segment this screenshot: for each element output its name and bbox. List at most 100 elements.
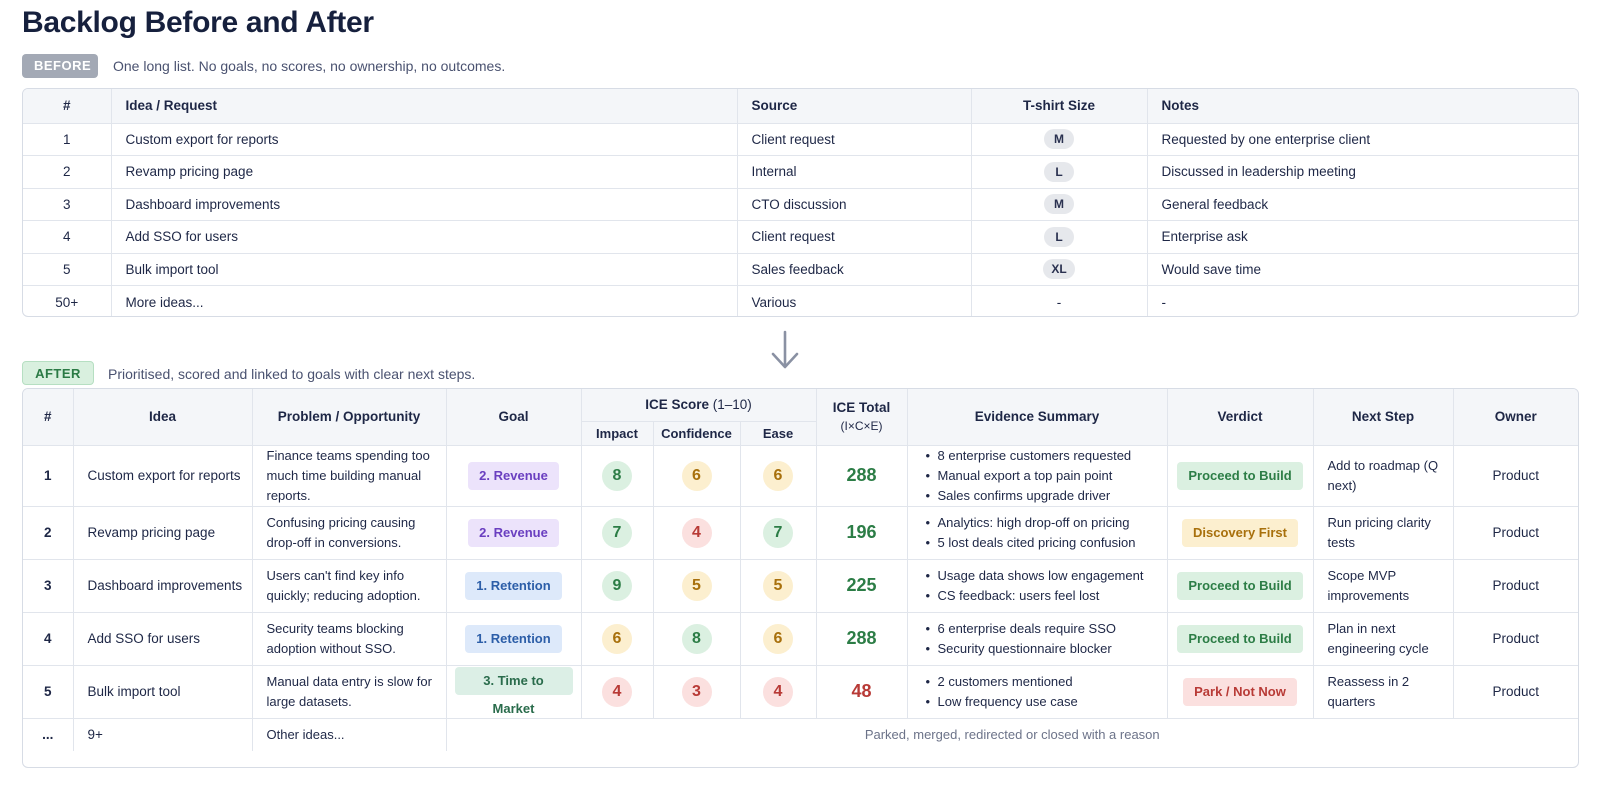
ice-score-label: ICE Score bbox=[645, 397, 709, 413]
table-row: 50+ More ideas... Various - - bbox=[23, 285, 1578, 316]
row-evidence-cell: 2 customers mentioned Low frequency use … bbox=[906, 664, 1168, 719]
after-table: # Idea Problem / Opportunity Goal ICE Sc… bbox=[23, 389, 1578, 751]
after-description: Prioritised, scored and linked to goals … bbox=[108, 366, 476, 382]
row-problem: Confusing pricing causing drop-off in co… bbox=[251, 505, 447, 560]
column-header-num: # bbox=[23, 389, 74, 446]
row-number: 3 bbox=[23, 558, 74, 613]
row-notes: Would save time bbox=[1146, 252, 1578, 286]
row-evidence-cell: 8 enterprise customers requested Manual … bbox=[906, 444, 1168, 507]
evidence-item: Security questionnaire blocker bbox=[926, 639, 1159, 659]
row-goal-cell: 2. Revenue bbox=[445, 444, 582, 507]
table-row: 5 Bulk import tool Manual data entry is … bbox=[23, 664, 1578, 719]
table-row: 3 Dashboard improvements CTO discussion … bbox=[23, 187, 1578, 221]
row-number: 2 bbox=[23, 505, 74, 560]
ice-total-label: ICE Total bbox=[832, 400, 891, 416]
row-owner: Product bbox=[1452, 444, 1578, 507]
ice-total: 48 bbox=[851, 681, 872, 701]
ice-total: 225 bbox=[846, 575, 877, 595]
column-header-problem: Problem / Opportunity bbox=[251, 389, 447, 446]
goal-badge: 1. Retention bbox=[465, 571, 562, 600]
evidence-item: 6 enterprise deals require SSO bbox=[926, 619, 1159, 639]
row-size-cell: L bbox=[970, 220, 1148, 254]
row-size-cell: M bbox=[970, 187, 1148, 221]
row-source: Various bbox=[736, 285, 972, 316]
row-goal-cell: 3. Time to Market bbox=[445, 664, 582, 719]
column-header-idea: Idea bbox=[72, 389, 253, 446]
row-total-cell: 288 bbox=[815, 444, 908, 507]
table-header-row: # Idea / Request Source T-shirt Size Not… bbox=[23, 89, 1578, 124]
before-table: # Idea / Request Source T-shirt Size Not… bbox=[23, 89, 1578, 316]
row-number: 5 bbox=[23, 252, 112, 286]
row-source: Internal bbox=[736, 155, 972, 189]
row-confidence-cell: 4 bbox=[652, 505, 741, 560]
row-number: 50+ bbox=[23, 285, 112, 316]
goal-badge: 3. Time to Market bbox=[454, 667, 573, 716]
row-verdict-cell: Proceed to Build bbox=[1166, 558, 1314, 613]
before-tag: BEFORE bbox=[22, 54, 98, 78]
row-idea: More ideas... bbox=[110, 285, 738, 316]
row-next-step: Run pricing clarity tests bbox=[1312, 505, 1454, 560]
column-header-goal: Goal bbox=[445, 389, 582, 446]
row-note: Parked, merged, redirected or closed wit… bbox=[445, 717, 1578, 751]
evidence-list: 6 enterprise deals require SSO Security … bbox=[916, 619, 1159, 659]
row-owner: Product bbox=[1452, 505, 1578, 560]
row-idea: Custom export for reports bbox=[72, 444, 253, 507]
row-owner: Product bbox=[1452, 611, 1578, 666]
goal-badge: 2. Revenue bbox=[468, 518, 559, 547]
row-problem: Manual data entry is slow for large data… bbox=[251, 664, 447, 719]
row-number: 4 bbox=[23, 611, 74, 666]
table-row: 3 Dashboard improvements Users can't fin… bbox=[23, 558, 1578, 613]
row-goal-cell: 1. Retention bbox=[445, 611, 582, 666]
verdict-badge: Proceed to Build bbox=[1177, 461, 1303, 490]
column-header-notes: Notes bbox=[1146, 89, 1578, 124]
table-row: 1 Custom export for reports Client reque… bbox=[23, 122, 1578, 156]
size-badge: M bbox=[1044, 129, 1074, 150]
row-impact-cell: 7 bbox=[580, 505, 654, 560]
row-total-cell: 225 bbox=[815, 558, 908, 613]
row-goal-cell: 1. Retention bbox=[445, 558, 582, 613]
row-source: CTO discussion bbox=[736, 187, 972, 221]
row-idea: 9+ bbox=[72, 717, 253, 751]
row-idea: Dashboard improvements bbox=[110, 187, 738, 221]
row-next-step: Add to roadmap (Q next) bbox=[1312, 444, 1454, 507]
verdict-badge: Proceed to Build bbox=[1177, 624, 1303, 653]
column-header-num: # bbox=[23, 89, 112, 124]
ice-total: 196 bbox=[846, 522, 877, 542]
before-description: One long list. No goals, no scores, no o… bbox=[113, 58, 506, 74]
row-notes: General feedback bbox=[1146, 187, 1578, 221]
row-evidence-cell: Analytics: high drop-off on pricing 5 lo… bbox=[906, 505, 1168, 560]
row-ease-cell: 5 bbox=[739, 558, 817, 613]
row-evidence-cell: 6 enterprise deals require SSO Security … bbox=[906, 611, 1168, 666]
confidence-score: 5 bbox=[681, 570, 712, 601]
evidence-list: Usage data shows low engagement CS feedb… bbox=[916, 566, 1159, 606]
table-row: 2 Revamp pricing page Confusing pricing … bbox=[23, 505, 1578, 560]
row-confidence-cell: 6 bbox=[652, 444, 741, 507]
ice-score-range: (1–10) bbox=[712, 397, 752, 413]
row-next-step: Scope MVP improvements bbox=[1312, 558, 1454, 613]
column-header-ice-total: ICE Total (I×C×E) bbox=[815, 389, 908, 446]
row-ease-cell: 7 bbox=[739, 505, 817, 560]
size-badge: L bbox=[1044, 226, 1074, 247]
goal-badge: 2. Revenue bbox=[468, 461, 559, 490]
row-number: 5 bbox=[23, 664, 74, 719]
row-idea: Add SSO for users bbox=[72, 611, 253, 666]
row-verdict-cell: Discovery First bbox=[1166, 505, 1314, 560]
impact-score: 9 bbox=[602, 570, 632, 601]
verdict-badge: Discovery First bbox=[1182, 518, 1298, 547]
row-number: 1 bbox=[23, 444, 74, 507]
row-ease-cell: 4 bbox=[739, 664, 817, 719]
impact-score: 4 bbox=[602, 676, 632, 707]
column-header-confidence: Confidence bbox=[652, 420, 741, 446]
ease-score: 7 bbox=[763, 517, 793, 548]
row-notes: Discussed in leadership meeting bbox=[1146, 155, 1578, 189]
verdict-badge: Park / Not Now bbox=[1183, 677, 1297, 706]
page-title: Backlog Before and After bbox=[22, 6, 374, 39]
impact-score: 7 bbox=[602, 517, 632, 548]
evidence-item: Usage data shows low engagement bbox=[926, 566, 1159, 586]
row-impact-cell: 9 bbox=[580, 558, 654, 613]
row-idea: Revamp pricing page bbox=[72, 505, 253, 560]
column-header-source: Source bbox=[736, 89, 972, 124]
row-size-cell: M bbox=[970, 122, 1148, 156]
row-idea: Dashboard improvements bbox=[72, 558, 253, 613]
column-header-ice-score: ICE Score (1–10) bbox=[580, 389, 817, 422]
